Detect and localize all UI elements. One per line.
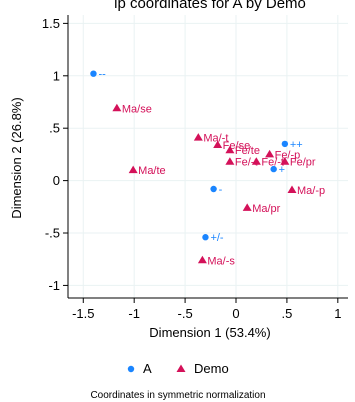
x-tick-label: 1 [334,306,341,321]
y-ticks: -1 -.5 0 .5 1 1.5 [42,16,68,293]
point-label: Fe/-p [275,149,301,161]
x-tick-label: -.5 [178,306,193,321]
point-marker [280,157,290,165]
y-tick-label: -.5 [45,226,60,241]
legend: A Demo [127,361,229,376]
point-label: Ma/pr [252,203,280,215]
point-label: -- [98,69,106,81]
point-label: ++ [290,139,303,151]
y-tick-label: -1 [48,278,60,293]
point-marker [281,140,289,148]
point-marker [202,234,209,241]
legend-marker-demo [176,364,186,372]
point-marker [270,165,277,173]
x-axis-label: Dimension 1 (53.4%) [149,325,270,340]
point-label: Fe/-t [261,157,284,169]
grid [68,15,348,298]
x-tick-label: 0 [232,306,239,321]
point-label: Ma/-s [207,255,235,267]
plot-area [68,15,348,300]
y-axis-label: Dimension 2 (26.8%) [9,97,24,218]
point-marker [112,103,122,112]
y-tick-label: 1 [53,68,60,83]
x-tick-label: -1.5 [72,306,94,321]
point-label: Ma/te [138,165,166,177]
y-tick-label: 0 [53,173,60,188]
legend-marker-a [127,365,135,373]
point-label: Fe/-t [235,157,258,169]
point-marker [225,157,235,165]
point-label: Fe/pr [290,157,316,169]
x-tick-label: .5 [281,306,292,321]
point-marker [225,145,235,154]
point-marker [197,255,207,264]
point-marker [90,70,97,77]
point-label: Ma/-t [203,133,228,145]
point-marker [210,185,217,193]
legend-label-a: A [143,361,152,376]
legend-label-demo: Demo [194,361,229,376]
point-marker [213,140,223,148]
y-tick-label: .5 [49,121,60,136]
x-tick-label: -1 [128,306,140,321]
point-label: Ma/se [122,103,152,115]
point-marker [193,133,203,141]
point-marker [287,185,297,194]
point-marker [242,203,252,211]
point-marker [251,157,261,165]
point-label: +/- [210,232,223,244]
point-marker [265,149,275,158]
x-ticks: -1.5 -1 -.5 0 .5 1 [72,298,341,321]
point-label: Fe/te [235,145,260,157]
point-label: - [219,184,223,196]
point-marker [128,165,138,174]
chart-title: ip coordinates for A by Demo [114,0,306,12]
point-label: Ma/-p [297,185,325,197]
y-tick-label: 1.5 [42,16,60,31]
chart-note: Coordinates in symmetric normalization [90,390,265,401]
point-label: + [279,164,285,176]
